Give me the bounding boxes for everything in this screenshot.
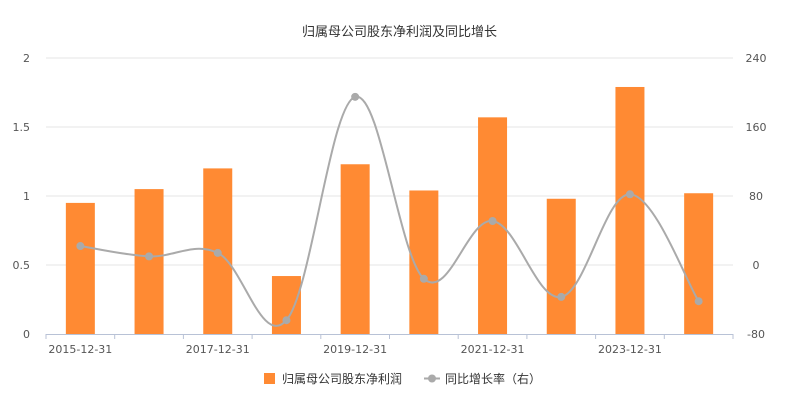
line-point xyxy=(419,274,428,283)
y-left-tick-label: 1 xyxy=(23,190,30,203)
line-point xyxy=(351,92,360,101)
x-tick-label: 2023-12-31 xyxy=(598,343,662,356)
bar xyxy=(65,202,95,334)
bar xyxy=(340,164,370,334)
chart-title: 归属母公司股东净利润及同比增长 xyxy=(302,25,497,40)
line-point xyxy=(76,242,85,251)
axes: 0 -80 0.5 0 1 80 1.5 160 2 240 2015-12-31 2017-12-3… xyxy=(13,52,767,356)
x-tick-label: 2021-12-31 xyxy=(461,343,525,356)
x-tick-label: 2015-12-31 xyxy=(48,343,112,356)
y-left-tick-label: 2 xyxy=(23,52,30,65)
line-series xyxy=(76,92,703,327)
bar xyxy=(615,86,645,334)
x-tick-label: 2019-12-31 xyxy=(323,343,387,356)
bar xyxy=(546,198,576,334)
line-point xyxy=(213,248,222,257)
legend-bar-swatch xyxy=(264,373,275,384)
growth-rate-line xyxy=(80,95,700,327)
line-point xyxy=(145,252,154,261)
y-right-tick-label: 240 xyxy=(746,52,767,65)
y-right-tick-label: -80 xyxy=(747,328,765,341)
bar xyxy=(134,189,164,334)
y-left-tick-label: 0 xyxy=(23,328,30,341)
line-point xyxy=(488,217,497,226)
legend-bar-label: 归属母公司股东净利润 xyxy=(282,372,402,386)
y-left-tick-label: 0.5 xyxy=(13,259,31,272)
legend-line-label: 同比增长率（右） xyxy=(445,371,541,386)
bar xyxy=(271,276,301,334)
bar-series xyxy=(65,86,714,334)
line-point xyxy=(625,190,634,199)
x-tick-label: 2017-12-31 xyxy=(186,343,250,356)
line-point xyxy=(557,292,566,301)
line-point xyxy=(694,297,703,306)
line-point xyxy=(282,316,291,325)
legend: 归属母公司股东净利润 同比增长率（右） xyxy=(264,371,541,386)
y-right-tick-label: 0 xyxy=(753,259,760,272)
bar xyxy=(684,193,714,334)
y-left-tick-label: 1.5 xyxy=(13,121,31,134)
legend-line-marker xyxy=(428,374,436,383)
y-right-tick-label: 160 xyxy=(746,121,767,134)
y-right-tick-label: 80 xyxy=(749,190,763,203)
